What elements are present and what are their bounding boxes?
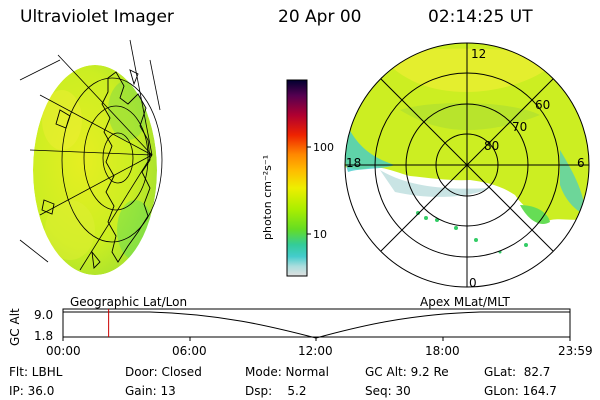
- timeline-axis-label: GC Alt: [8, 308, 22, 346]
- status-mode: Mode: Normal: [245, 365, 329, 379]
- timeline-x-ticks: [62, 337, 571, 341]
- timeline-right-title: Apex MLat/MLT: [420, 295, 510, 309]
- polar-lat-60: 60: [535, 98, 551, 112]
- polar-grid-spokes: [345, 43, 589, 287]
- status-door: Door: Closed: [125, 365, 202, 379]
- timeline-frame: [62, 308, 571, 338]
- geo-grid-lines: [19, 39, 163, 271]
- colorbar-tick-10: 10: [313, 228, 327, 241]
- timeline-x-tick-1800: 18:00: [425, 344, 460, 358]
- polar-emission-oval: [345, 43, 589, 222]
- timeline-y-tick-1-8: 1.8: [34, 329, 54, 343]
- colorbar-tick-100: 100: [313, 141, 334, 154]
- timeline-y-tick-9: 9.0: [34, 308, 54, 322]
- polar-lat-70: 70: [512, 120, 528, 134]
- date-label: 20 Apr 00: [278, 7, 362, 27]
- status-seq: Seq: 30: [365, 384, 411, 398]
- timeline-left-title: Geographic Lat/Lon: [70, 295, 188, 309]
- polar-mlt-12: 12: [471, 47, 487, 61]
- polar-plot: [344, 42, 590, 288]
- colorbar-unit-label: photon cm⁻²s⁻¹: [261, 154, 274, 240]
- colorbar-gradient: [286, 79, 308, 277]
- timeline-x-tick-2359: 23:59: [558, 344, 593, 358]
- polar-mlt-18: 18: [346, 156, 362, 170]
- timeline-plot: [62, 308, 571, 341]
- altitude-curve: [63, 311, 570, 339]
- geo-globe-view: [19, 39, 163, 275]
- polar-lat-80: 80: [484, 139, 500, 153]
- timeline-x-tick-0600: 06:00: [172, 344, 207, 358]
- polar-mlt-0: 0: [469, 276, 477, 290]
- timeline-x-tick-0000: 00:00: [46, 344, 81, 358]
- instrument-title: Ultraviolet Imager: [20, 7, 174, 27]
- timeline-x-tick-1200: 12:00: [298, 344, 333, 358]
- status-glon: GLon: 164.7: [484, 384, 557, 398]
- status-dsp: Dsp: 5.2: [245, 384, 307, 398]
- status-ip: IP: 36.0: [9, 384, 55, 398]
- colorbar: [286, 79, 311, 277]
- status-filter: Flt: LBHL: [9, 365, 63, 379]
- polar-mlt-6: 6: [577, 156, 585, 170]
- status-gc-alt: GC Alt: 9.2 Re: [365, 365, 449, 379]
- status-glat: GLat: 82.7: [484, 365, 551, 379]
- time-label: 02:14:25 UT: [428, 7, 533, 27]
- status-gain: Gain: 13: [125, 384, 176, 398]
